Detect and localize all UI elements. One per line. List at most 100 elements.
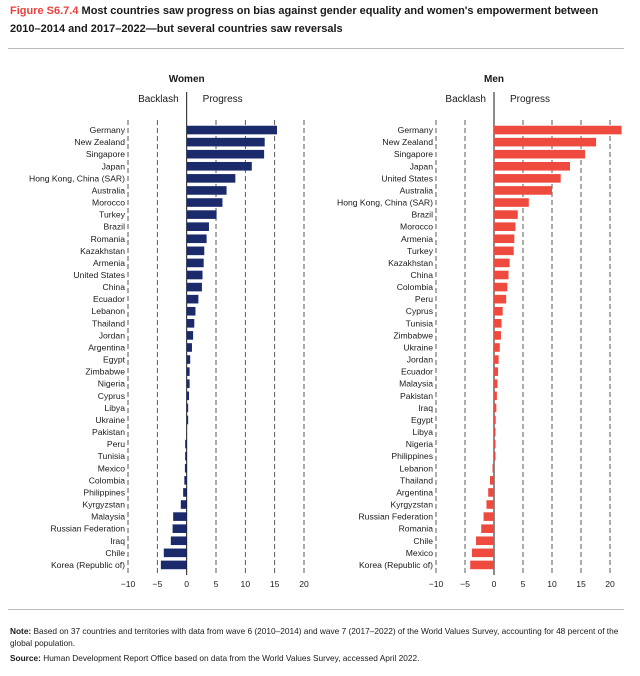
women-category-label: United States [73, 270, 125, 280]
women-bar [180, 500, 187, 509]
women-panel-title: Women [169, 74, 205, 85]
men-bar [494, 149, 586, 159]
women-bar [186, 379, 190, 389]
women-category-label: Iraq [110, 536, 125, 546]
women-bar [186, 174, 236, 183]
men-bar [470, 560, 494, 570]
men-bar [494, 246, 514, 256]
notes: Note: Based on 37 countries and territor… [10, 626, 622, 669]
men-tick-label: 15 [576, 579, 586, 589]
source-label: Source: [10, 653, 41, 663]
men-tick-label: −10 [429, 579, 444, 589]
women-category-label: Colombia [89, 475, 126, 485]
women-category-label: Zimbabwe [85, 367, 125, 377]
men-category-label: Kyrgyzstan [390, 500, 433, 510]
men-tick-label: 0 [492, 579, 497, 589]
men-bar [494, 343, 500, 352]
note-paragraph: Note: Based on 37 countries and territor… [10, 626, 622, 649]
men-category-label: United States [381, 173, 433, 183]
women-bar [186, 210, 217, 219]
men-backlash-label: Backlash [445, 94, 486, 105]
women-bar [186, 415, 189, 425]
men-category-label: Japan [410, 161, 434, 171]
men-category-label: Brazil [412, 210, 434, 220]
men-category-label: Argentina [396, 487, 433, 497]
men-tick-label: 10 [547, 579, 557, 589]
men-category-label: Germany [398, 125, 434, 135]
women-bar [186, 258, 204, 268]
women-bar [186, 149, 265, 159]
women-bar [184, 476, 187, 485]
men-bar [494, 270, 509, 280]
women-category-label: Kyrgyzstan [82, 500, 125, 510]
men-category-label: Jordan [407, 355, 433, 365]
women-category-label: Korea (Republic of) [51, 560, 125, 570]
women-bar [186, 403, 189, 413]
men-category-label: Kazakhstan [388, 258, 433, 268]
note-label: Note: [10, 626, 32, 636]
women-category-label: Malaysia [91, 512, 125, 522]
men-category-label: Malaysia [399, 379, 433, 389]
men-category-label: Libya [412, 427, 433, 437]
women-category-label: Nigeria [98, 379, 125, 389]
men-category-label: Korea (Republic of) [359, 560, 433, 570]
men-category-label: Chile [413, 536, 433, 546]
women-bar [186, 222, 209, 231]
men-category-label: Lebanon [400, 463, 434, 473]
men-bar [494, 198, 529, 207]
women-category-label: New Zealand [74, 137, 125, 147]
men-bar [494, 403, 497, 413]
men-bar [494, 391, 497, 401]
women-bar [186, 319, 195, 328]
men-bar [494, 451, 496, 461]
women-bar [186, 125, 278, 135]
men-bar [494, 282, 508, 292]
women-bar [170, 536, 187, 546]
men-bar [494, 294, 507, 304]
men-bar [494, 355, 499, 364]
women-category-label: Brazil [104, 222, 126, 232]
source-paragraph: Source: Human Development Report Office … [10, 653, 622, 665]
men-bar [481, 524, 494, 533]
women-category-label: Lebanon [92, 306, 126, 316]
women-category-label: Russian Federation [50, 524, 125, 534]
men-bar [494, 439, 496, 449]
women-bar [173, 512, 187, 521]
men-bar [483, 512, 494, 521]
men-bar [494, 379, 498, 389]
women-category-label: Japan [102, 161, 126, 171]
men-category-label: Zimbabwe [393, 330, 433, 340]
women-category-label: Romania [91, 234, 126, 244]
women-bar [186, 355, 191, 364]
men-bar [492, 463, 494, 473]
women-bar [185, 439, 187, 449]
men-category-label: Russian Federation [358, 512, 433, 522]
women-category-label: Mexico [98, 463, 125, 473]
women-bar [160, 560, 187, 570]
men-category-label: Ukraine [403, 342, 433, 352]
men-category-label: Hong Kong, China (SAR) [337, 198, 433, 208]
men-tick-label: 5 [521, 579, 526, 589]
women-category-label: Chile [105, 548, 125, 558]
women-category-label: Germany [90, 125, 126, 135]
men-bar [494, 137, 597, 147]
women-bar [186, 367, 190, 376]
men-category-label: Armenia [401, 234, 433, 244]
men-chart: Men Backlash Progress Germany New Zealand Sin… [337, 74, 622, 589]
men-category-label: China [411, 270, 434, 280]
women-bar [172, 524, 187, 533]
women-category-label: Pakistan [92, 427, 125, 437]
men-category-label: Singapore [394, 149, 433, 159]
men-bar [494, 415, 496, 425]
women-category-label: Cyprus [98, 391, 125, 401]
men-bar [494, 258, 510, 268]
men-bar [494, 186, 552, 195]
men-category-label: Nigeria [406, 439, 433, 449]
women-bar [163, 548, 187, 558]
women-tick-label: 5 [214, 579, 219, 589]
figure-title: Figure S6.7.4 Most countries saw progres… [10, 2, 610, 38]
women-bar [186, 186, 227, 195]
women-category-label: Armenia [93, 258, 125, 268]
men-category-label: Turkey [407, 246, 434, 256]
men-category-label: Egypt [411, 415, 434, 425]
